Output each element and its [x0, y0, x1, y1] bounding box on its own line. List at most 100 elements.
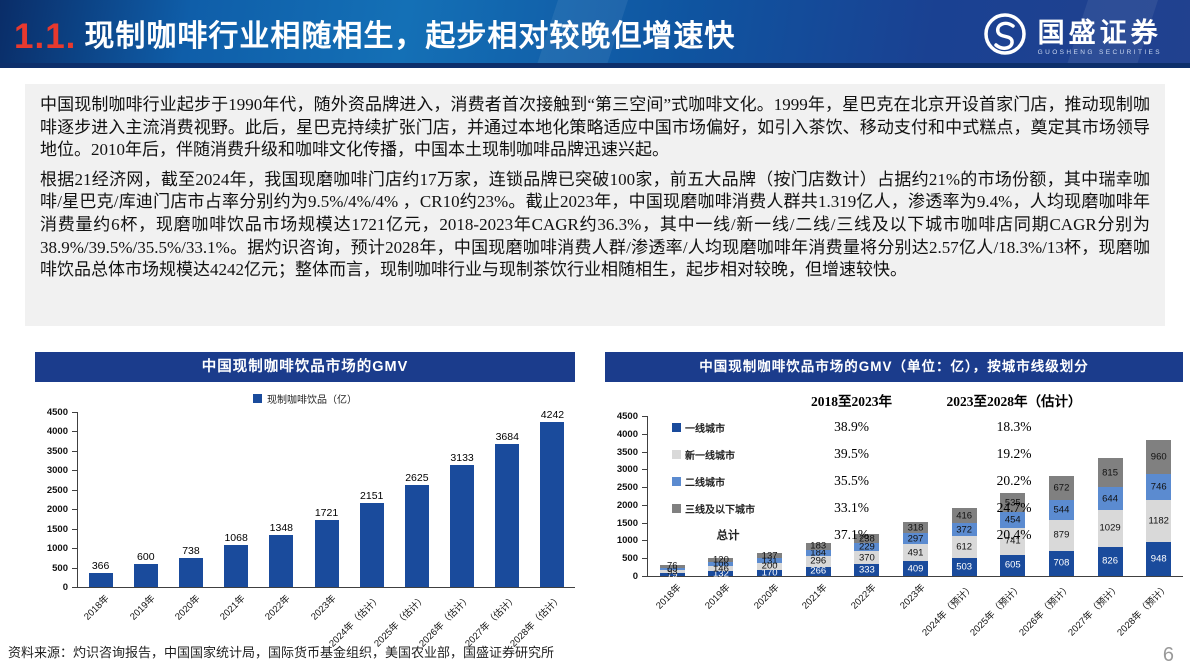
x-axis-label: 2019年 — [122, 588, 167, 646]
segment-value-label: 605 — [1004, 559, 1021, 571]
bar-segment: 76 — [659, 562, 685, 571]
bar-segment: 644 — [1097, 487, 1123, 511]
x-axis-label: 2021年 — [793, 577, 842, 635]
bar-segment: 672 — [1048, 476, 1074, 501]
segment-value-label: 503 — [956, 561, 973, 573]
tier-chart-card: 中国现制咖啡饮品市场的GMV（单位：亿），按城市线级划分 2018至2023年 … — [605, 352, 1183, 638]
stacked-bar-group: 266 296 184 183 — [794, 541, 843, 576]
bar-value-label: 1068 — [224, 532, 248, 545]
stacked-bar-group: 333 370 229 238 — [843, 534, 892, 576]
stacked-bar: 948 1182 746 960 — [1146, 439, 1172, 576]
section-number: 1.1. — [14, 17, 77, 56]
y-tick-label: 4500 — [46, 407, 68, 418]
segment-value-label: 544 — [1053, 504, 1070, 516]
bar-segment: 184 — [805, 547, 831, 559]
y-tick-mark — [642, 504, 647, 506]
bar-value-label: 3133 — [450, 452, 474, 465]
y-tick-mark — [642, 451, 647, 453]
y-tick-mark — [642, 469, 647, 471]
bar-segment: 605 — [1000, 554, 1026, 576]
y-tick-mark — [72, 489, 77, 491]
stacked-bar-group: 409 491 297 318 — [891, 522, 940, 576]
bar — [450, 465, 475, 587]
bar-segment: 170 — [757, 568, 783, 577]
bar-value-label: 1721 — [314, 507, 339, 520]
y-tick-mark — [72, 509, 77, 511]
segment-value-label: 672 — [1053, 482, 1070, 494]
y-tick-label: 2500 — [46, 484, 68, 496]
y-tick-label: 4000 — [46, 426, 68, 438]
stacked-bar: 605 741 454 535 — [1000, 493, 1026, 576]
y-tick-mark — [72, 548, 77, 550]
stacked-bar: 79 93 65 76 — [659, 562, 685, 579]
bar-segment: 106 — [708, 558, 734, 570]
segment-value-label: 370 — [858, 551, 875, 563]
x-axis-label: 2020年 — [168, 588, 213, 646]
stacked-bar-group: 948 1182 746 960 — [1134, 439, 1183, 576]
segment-value-label: 1182 — [1148, 515, 1169, 527]
segment-value-label: 131 — [761, 554, 778, 566]
y-tick-label: 3000 — [616, 464, 638, 476]
bar-segment: 79 — [659, 570, 685, 579]
cagr-header-period1: 2018至2023年 — [811, 394, 892, 409]
bar — [224, 545, 249, 587]
segment-value-label: 535 — [1004, 496, 1021, 508]
x-axis-label-text: 2018年 — [654, 582, 684, 612]
x-axis-label-text: 2021年 — [218, 593, 248, 623]
segment-value-label: 137 — [761, 550, 778, 562]
bar-segment: 535 — [1000, 493, 1026, 513]
bar-value-label: 4242 — [540, 409, 565, 422]
gmv-chart-title: 中国现制咖啡饮品市场的GMV — [35, 352, 575, 382]
y-tick-mark — [642, 576, 647, 577]
segment-value-label: 297 — [907, 532, 924, 544]
cagr-header-period2: 2023至2028年（估计） — [946, 394, 1082, 409]
gmv-chart-card: 中国现制咖啡饮品市场的GMV 现制咖啡饮品（亿） 366 600 738 1068 13… — [35, 352, 575, 649]
tier-plot: 79 93 65 76 132 146 106 120 170 200 131 137 266 296 18… — [647, 416, 1183, 579]
y-tick-label: 500 — [52, 562, 68, 574]
x-axis-label-text: 2022年 — [263, 593, 293, 623]
bar — [314, 520, 339, 587]
bar-value-label: 2625 — [405, 471, 429, 484]
stacked-bar: 132 146 106 120 — [708, 554, 734, 579]
y-tick-label: 3500 — [616, 446, 638, 458]
bar-group: 1068 — [214, 532, 259, 587]
logo-text: 国盛证券 — [1037, 17, 1162, 48]
y-tick-mark — [72, 528, 77, 530]
segment-value-label: 333 — [858, 564, 875, 576]
bar-segment: 318 — [903, 522, 929, 534]
bar-segment: 708 — [1048, 550, 1074, 576]
bar-segment: 65 — [659, 564, 685, 573]
bar-segment: 183 — [805, 541, 831, 551]
y-tick-label: 4000 — [616, 428, 638, 440]
tier-chart-title: 中国现制咖啡饮品市场的GMV（单位：亿），按城市线级划分 — [605, 352, 1183, 382]
tier-xaxis: 2018年 2019年 2020年 2021年 2022年 2023年 2024年（预计） 2… — [647, 577, 1183, 638]
segment-value-label: 79 — [667, 568, 678, 580]
segment-value-label: 120 — [713, 554, 729, 566]
segment-value-label: 454 — [1004, 514, 1021, 526]
x-axis-label: 2018年 — [77, 588, 122, 646]
y-tick-mark — [642, 522, 647, 524]
segment-value-label: 106 — [713, 558, 729, 570]
segment-value-label: 612 — [956, 541, 973, 553]
page-title-text: 现制咖啡行业相随相生，起步相对较晚但增速快 — [84, 20, 736, 53]
x-axis-label: 2019年 — [696, 577, 745, 635]
y-tick-mark — [72, 412, 77, 413]
segment-value-label: 296 — [810, 555, 827, 567]
stacked-bar: 333 370 229 238 — [854, 534, 880, 576]
bar — [540, 422, 565, 587]
bar-value-label: 2151 — [360, 490, 384, 503]
segment-value-label: 132 — [713, 567, 729, 579]
gmv-plot: 366 600 738 1068 1348 1721 2151 2625 3133 3684 424… — [77, 409, 575, 588]
bar — [404, 484, 429, 587]
segment-value-label: 826 — [1102, 555, 1119, 567]
bar-segment: 544 — [1048, 500, 1074, 520]
gmv-xaxis: 2018年 2019年 2020年 2021年 2022年 2023年 2024年（估计） 2… — [77, 588, 575, 649]
stacked-bar-group: 132 146 106 120 — [697, 554, 746, 579]
stacked-bar-group: 79 93 65 76 — [648, 562, 697, 579]
x-axis-label-text: 2018年 — [82, 593, 112, 623]
stacked-bar: 170 200 131 137 — [757, 550, 783, 577]
segment-value-label: 184 — [810, 547, 827, 559]
y-tick-mark — [72, 567, 77, 569]
bar-group: 1721 — [304, 507, 349, 587]
bar-segment: 741 — [1000, 528, 1026, 555]
